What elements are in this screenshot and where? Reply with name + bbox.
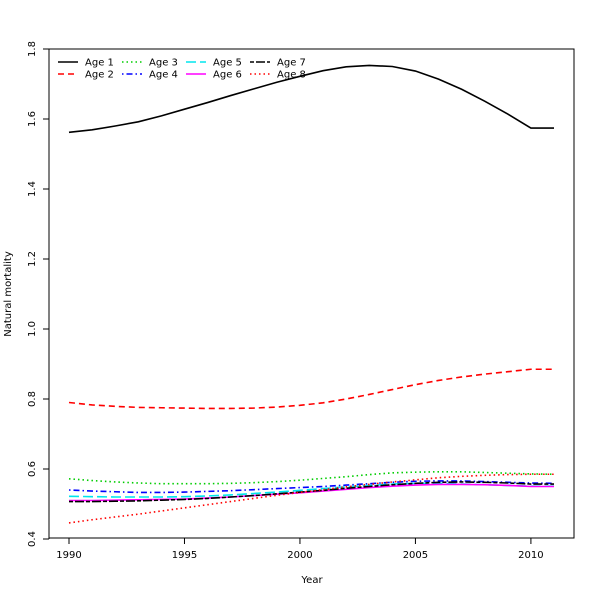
x-axis: 1990 1995 2000 2005 2010 <box>56 537 544 561</box>
legend-label-age-8: Age 8 <box>277 70 306 81</box>
x-tick-label: 2005 <box>403 550 428 561</box>
series-line-age-1 <box>68 64 554 134</box>
x-tick-label: 2000 <box>287 550 312 561</box>
x-tick-label: 1990 <box>56 550 81 561</box>
y-tick-label: 1.8 <box>27 41 38 57</box>
legend-label-age-1: Age 1 <box>85 58 114 69</box>
x-axis-title: Year <box>300 575 323 586</box>
y-tick-label: 1.4 <box>27 181 38 197</box>
legend-label-age-4: Age 4 <box>149 70 178 81</box>
y-tick-label: 0.6 <box>27 461 38 477</box>
series-line-age-5 <box>68 482 554 498</box>
series-line-age-2 <box>68 368 554 410</box>
series-lines <box>68 64 555 524</box>
legend-label-age-7: Age 7 <box>277 58 306 69</box>
legend-label-age-2: Age 2 <box>85 70 114 81</box>
series-line-age-6 <box>69 483 554 502</box>
y-tick-label: 1.6 <box>27 111 38 127</box>
y-tick-label: 0.8 <box>27 391 38 407</box>
y-tick-label: 1.0 <box>27 321 38 337</box>
y-tick-label: 0.4 <box>27 531 38 547</box>
series-line-age-7 <box>69 481 554 503</box>
x-tick-label: 2010 <box>518 550 543 561</box>
y-tick-label: 1.2 <box>27 251 38 267</box>
y-axis-title: Natural mortality <box>3 251 14 337</box>
y-axis: 0.4 0.6 0.8 1.0 1.2 1.4 1.6 1.8 <box>27 41 50 547</box>
legend-label-age-5: Age 5 <box>213 58 242 69</box>
legend-label-age-3: Age 3 <box>149 58 178 69</box>
legend-label-age-6: Age 6 <box>213 70 242 81</box>
series-line-age-8 <box>68 473 554 524</box>
x-tick-label: 1995 <box>172 550 197 561</box>
